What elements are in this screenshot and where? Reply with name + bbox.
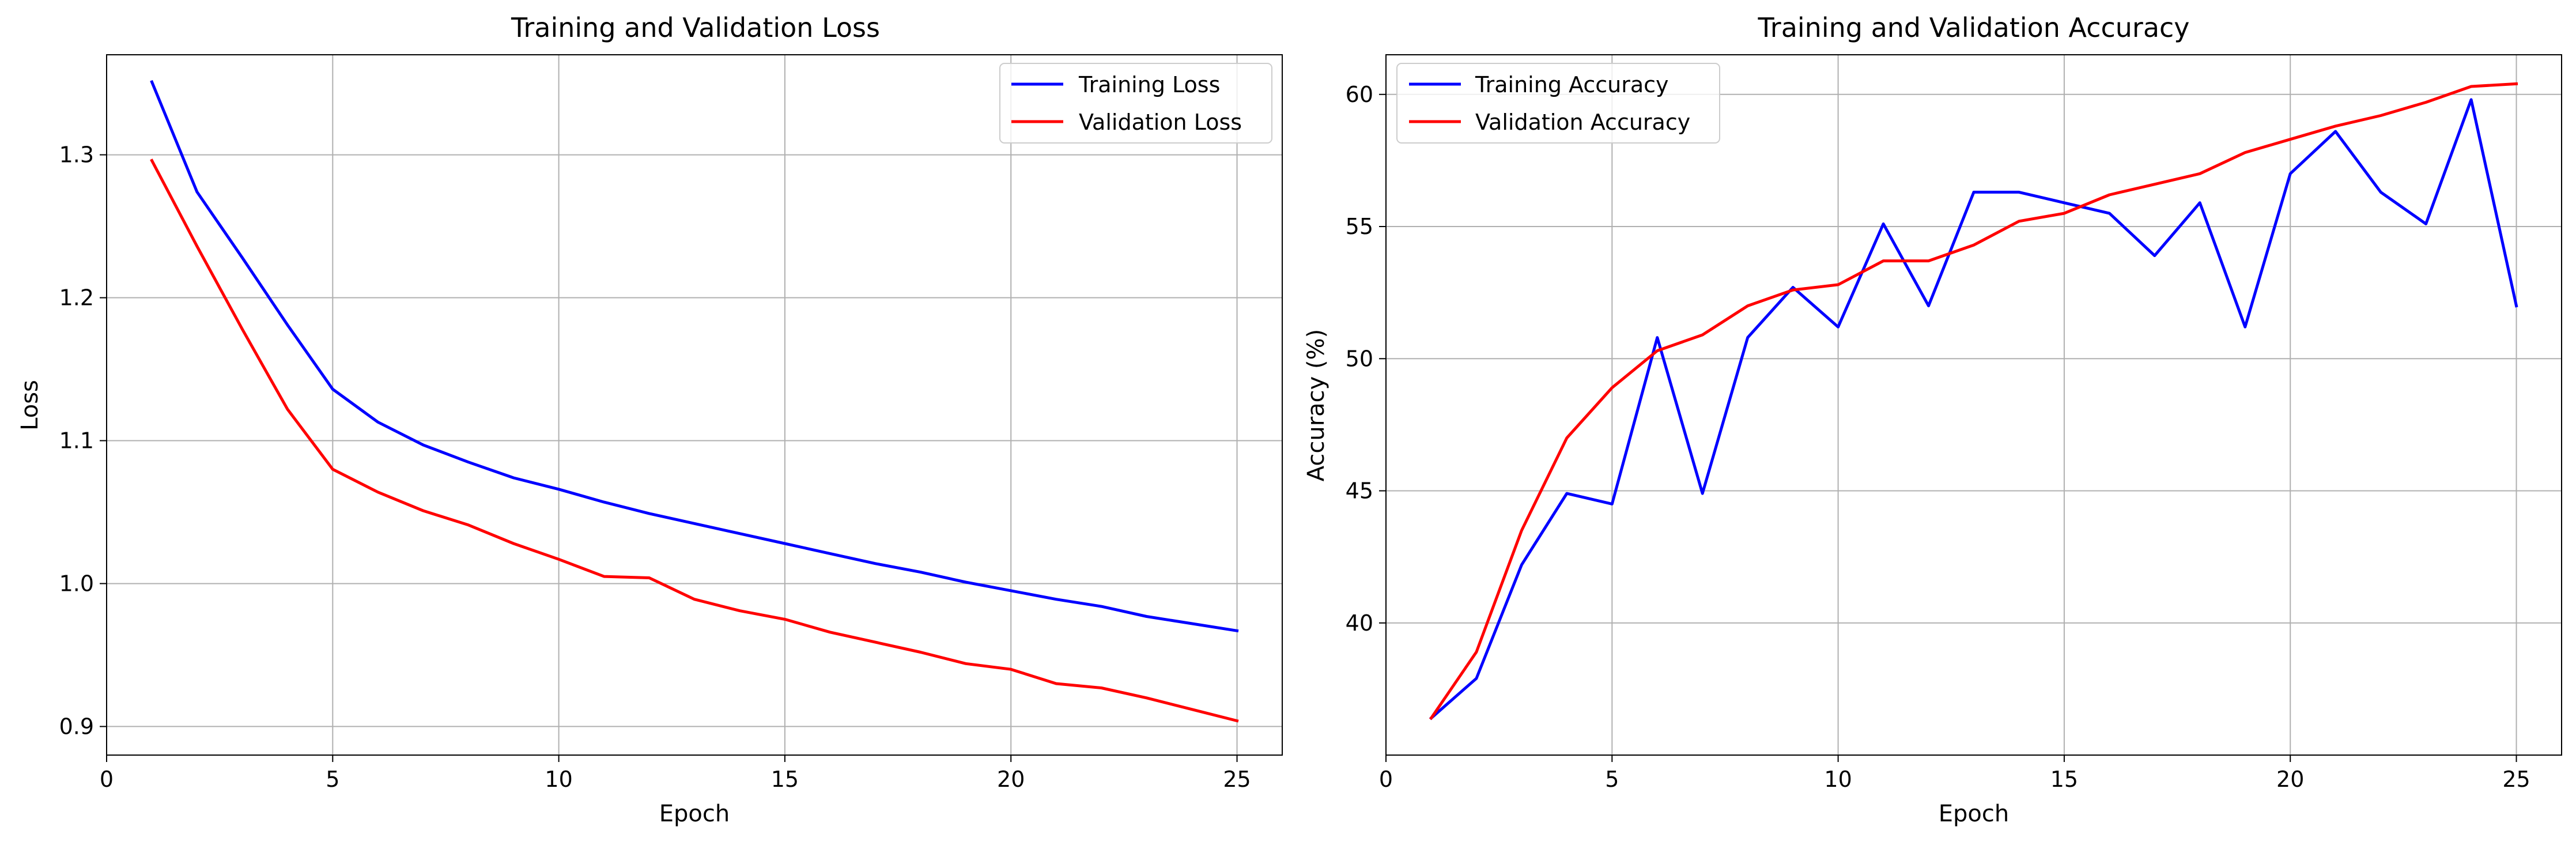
loss-x-tick-label: 20 [997, 767, 1025, 792]
loss-y-tick-label: 1.0 [59, 571, 94, 596]
loss-legend-label-validation: Validation Loss [1079, 110, 1242, 135]
loss-series-lines [150, 80, 1239, 723]
accuracy-x-ticks: 0 5 10 15 20 25 [1379, 755, 2530, 792]
training-loss-line [150, 80, 1239, 633]
accuracy-x-tick-label: 25 [2502, 767, 2530, 792]
accuracy-plot-frame [1385, 54, 2562, 756]
accuracy-subplot: Training and Validation Accuracy Epoch A… [1303, 12, 2562, 827]
accuracy-x-tick-label: 0 [1379, 767, 1393, 792]
accuracy-y-tick-label: 55 [1346, 214, 1373, 239]
loss-x-tick-label: 10 [545, 767, 572, 792]
training-accuracy-line [1429, 98, 2518, 720]
accuracy-legend-label-training: Training Accuracy [1475, 72, 1669, 97]
loss-y-tick-label: 1.2 [59, 285, 94, 311]
loss-x-tick-label: 15 [771, 767, 799, 792]
validation-loss-line [150, 159, 1239, 723]
accuracy-series-lines [1429, 82, 2518, 720]
loss-y-tick-label: 1.1 [59, 428, 94, 453]
loss-x-tick-label: 25 [1223, 767, 1251, 792]
loss-y-axis-label: Loss [17, 380, 43, 431]
loss-legend-label-training: Training Loss [1078, 72, 1220, 97]
loss-y-ticks: 0.9 1.0 1.1 1.2 1.3 [59, 142, 107, 739]
accuracy-chart-title: Training and Validation Accuracy [1757, 12, 2189, 43]
loss-plot-frame [106, 54, 1283, 756]
accuracy-y-ticks: 40 45 50 55 60 [1346, 82, 1386, 636]
loss-x-axis-label: Epoch [659, 801, 730, 827]
loss-chart-title: Training and Validation Loss [511, 12, 880, 43]
accuracy-y-tick-label: 50 [1346, 346, 1373, 371]
accuracy-y-tick-label: 40 [1346, 610, 1373, 636]
accuracy-x-tick-label: 5 [1605, 767, 1619, 792]
loss-legend: Training Loss Validation Loss [999, 63, 1272, 144]
loss-y-tick-label: 1.3 [59, 142, 94, 168]
accuracy-legend: Training Accuracy Validation Accuracy [1396, 63, 1720, 144]
loss-y-tick-label: 0.9 [59, 714, 94, 739]
loss-legend-box [999, 63, 1272, 144]
loss-x-ticks: 0 5 10 15 20 25 [100, 755, 1251, 792]
accuracy-legend-box [1396, 63, 1720, 144]
loss-x-tick-label: 5 [326, 767, 339, 792]
loss-subplot: Training and Validation Loss Epoch Loss … [17, 12, 1283, 827]
accuracy-legend-label-validation: Validation Accuracy [1475, 110, 1690, 135]
accuracy-y-tick-label: 60 [1346, 82, 1373, 107]
loss-grid [107, 55, 1282, 755]
accuracy-y-axis-label: Accuracy (%) [1303, 329, 1329, 482]
accuracy-x-tick-label: 20 [2276, 767, 2304, 792]
accuracy-x-tick-label: 10 [1824, 767, 1852, 792]
loss-x-tick-label: 0 [100, 767, 114, 792]
accuracy-x-tick-label: 15 [2050, 767, 2078, 792]
validation-accuracy-line [1429, 82, 2518, 720]
accuracy-y-tick-label: 45 [1346, 478, 1373, 504]
accuracy-x-axis-label: Epoch [1939, 801, 2009, 827]
